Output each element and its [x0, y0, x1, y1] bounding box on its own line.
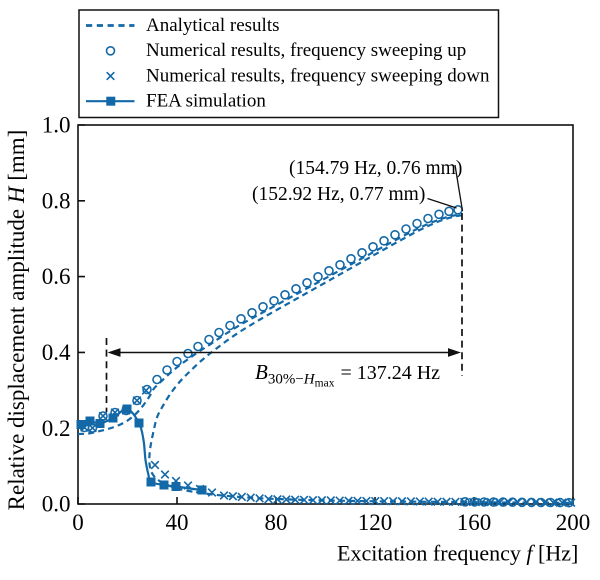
svg-text:Numerical results, frequency s: Numerical results, frequency sweeping up — [146, 40, 466, 61]
svg-text:Numerical results, frequency s: Numerical results, frequency sweeping do… — [146, 65, 490, 86]
svg-text:Analytical results: Analytical results — [146, 15, 280, 36]
svg-text:200: 200 — [556, 510, 591, 535]
svg-text:40: 40 — [166, 510, 189, 535]
svg-text:(154.79 Hz, 0.76 mm): (154.79 Hz, 0.76 mm) — [289, 158, 462, 179]
svg-text:120: 120 — [358, 510, 393, 535]
svg-text:FEA simulation: FEA simulation — [146, 91, 266, 112]
svg-text:80: 80 — [265, 510, 288, 535]
svg-text:160: 160 — [457, 510, 492, 535]
svg-text:0.0: 0.0 — [42, 492, 71, 517]
svg-text:0: 0 — [72, 510, 84, 535]
svg-text:0.4: 0.4 — [42, 340, 71, 365]
svg-text:Excitation frequency f [Hz]: Excitation frequency f [Hz] — [337, 541, 578, 566]
svg-text:0.2: 0.2 — [42, 416, 71, 441]
svg-text:(152.92 Hz, 0.77 mm): (152.92 Hz, 0.77 mm) — [252, 184, 425, 205]
svg-text:B30%−Hmax= 137.24 Hz: B30%−Hmax = 137.24 Hz — [255, 360, 440, 390]
svg-text:0.8: 0.8 — [42, 188, 71, 213]
svg-text:1.0: 1.0 — [42, 113, 71, 138]
svg-text:Relative displacement amplitud: Relative displacement amplitude H [mm] — [4, 130, 29, 511]
svg-text:0.6: 0.6 — [42, 264, 71, 289]
